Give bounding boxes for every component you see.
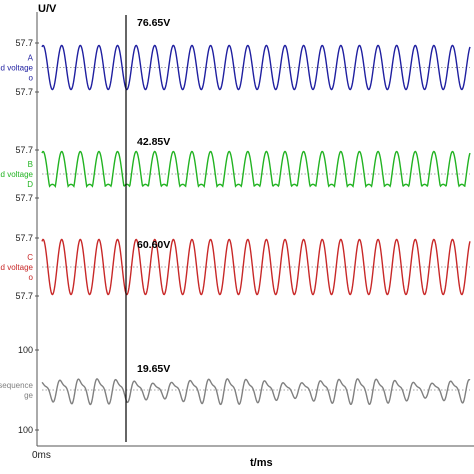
- panel-4-side-label: sequence: [0, 381, 34, 390]
- panel-2-bottom-tick: 57.7: [15, 193, 33, 203]
- panel-4-bottom-tick: 100: [18, 425, 33, 435]
- y-axis-label: U/V: [38, 3, 57, 15]
- waveform-panels: 57.757.7Aund voltageo76.65V57.757.7Bund …: [0, 17, 471, 435]
- panel-2-side-label: D: [27, 180, 33, 189]
- panel-4-cursor-value: 19.65V: [137, 363, 170, 375]
- panel-3-bottom-tick: 57.7: [15, 291, 33, 301]
- panel-3-side-label: C: [27, 253, 33, 262]
- panel-2-top-tick: 57.7: [15, 145, 33, 155]
- panel-4-side-label: ge: [24, 391, 33, 400]
- panel-3-top-tick: 57.7: [15, 233, 33, 243]
- panel-3-waveform: [41, 238, 471, 296]
- panel-3-side-label: o: [29, 273, 34, 282]
- panel-3-side-label: und voltage: [0, 263, 34, 272]
- panel-3-cursor-value: 60.60V: [137, 239, 170, 251]
- panel-1-top-tick: 57.7: [15, 38, 33, 48]
- panel-4-top-tick: 100: [18, 345, 33, 355]
- x-axis-label: t/ms: [250, 457, 273, 469]
- panel-2-side-label: und voltage: [0, 170, 34, 179]
- panel-1-side-label: und voltage: [0, 64, 34, 73]
- panel-2-waveform: [41, 150, 471, 188]
- panel-1-side-label: A: [28, 54, 34, 63]
- panel-4-waveform: [41, 378, 471, 406]
- x-start-label: 0ms: [32, 450, 51, 461]
- panel-2-side-label: B: [28, 160, 33, 169]
- panel-1-cursor-value: 76.65V: [137, 17, 170, 29]
- panel-1-bottom-tick: 57.7: [15, 87, 33, 97]
- panel-1-side-label: o: [29, 74, 34, 83]
- panel-2-cursor-value: 42.85V: [137, 136, 170, 148]
- panel-1-waveform: [41, 44, 471, 91]
